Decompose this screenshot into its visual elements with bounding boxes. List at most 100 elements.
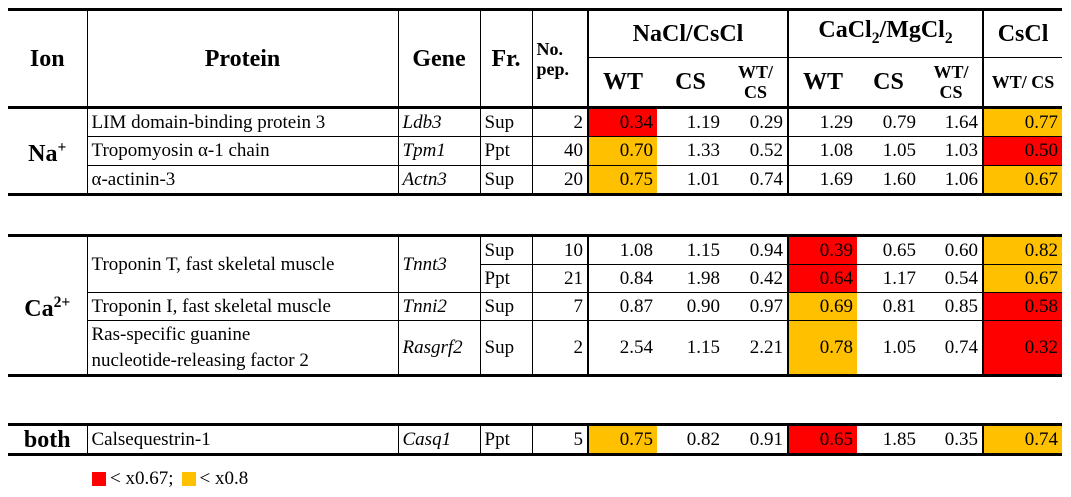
value-cell: 0.90 bbox=[657, 292, 724, 321]
col-header-gene: Gene bbox=[397, 8, 480, 108]
gene-name: Tnni2 bbox=[397, 292, 480, 321]
value-cell: 0.84 bbox=[587, 264, 657, 293]
fraction: Sup bbox=[479, 292, 532, 321]
value-cell: 1.29 bbox=[787, 107, 858, 137]
value-cell: 1.64 bbox=[944, 111, 979, 133]
fraction: Ppt bbox=[479, 423, 532, 456]
table-row: Tropomyosin α-1 chain Tpm1 Ppt 40 0.70 1… bbox=[8, 136, 1063, 166]
peptide-count: 10 bbox=[531, 234, 588, 265]
gene-name: Tpm1 bbox=[397, 136, 480, 166]
peptide-count: 5 bbox=[531, 423, 588, 456]
value-cell: 1.19 bbox=[686, 111, 720, 133]
protein-name: LIM domain-binding protein 3 bbox=[86, 107, 398, 137]
table-row: Ppt 21 0.84 1.98 0.42 0.64 1.17 0.54 0.6… bbox=[8, 264, 1062, 293]
value-cell: 1.98 bbox=[657, 264, 724, 293]
value-cell: 1.08 bbox=[787, 136, 858, 166]
col-header-cacl2-mgcl2: CaCl2/MgCl2 bbox=[787, 8, 984, 58]
value-cell: 0.67 bbox=[982, 264, 1062, 293]
value-cell: 0.74 bbox=[982, 423, 1062, 456]
value-cell: 0.87 bbox=[587, 292, 657, 321]
peptide-count: 21 bbox=[531, 264, 588, 293]
subheader-wt: WT bbox=[787, 57, 858, 109]
protein-name: Troponin T, fast skeletal muscle bbox=[86, 234, 398, 293]
value-cell: 1.05 bbox=[857, 136, 921, 166]
legend-orange-label: < x0.8 bbox=[199, 468, 249, 489]
value-cell: 0.50 bbox=[982, 136, 1063, 166]
value-cell: 0.65 bbox=[857, 234, 920, 265]
value-cell: 0.94 bbox=[724, 234, 788, 265]
value-cell: 1.33 bbox=[657, 136, 724, 166]
protein-name: α-actinin-3 bbox=[86, 165, 398, 196]
ion-both: both bbox=[8, 423, 87, 456]
ion-na: Na+ bbox=[8, 107, 87, 196]
value-cell: 0.77 bbox=[982, 107, 1063, 137]
value-cell: 1.15 bbox=[657, 234, 724, 265]
peptide-count: 2 bbox=[531, 107, 588, 137]
value-cell: 0.29 bbox=[749, 111, 784, 133]
value-cell: 0.67 bbox=[982, 165, 1063, 196]
value-cell: 0.70 bbox=[587, 136, 657, 166]
table-row: Ras-specific guanine nucleotide-releasing… bbox=[8, 320, 1062, 377]
col-header-protein: Protein bbox=[86, 8, 398, 108]
fraction: Ppt bbox=[479, 136, 532, 166]
value-cell: 2.21 bbox=[724, 320, 788, 377]
fraction: Ppt bbox=[479, 264, 532, 293]
value-cell: 1.05 bbox=[857, 320, 920, 377]
value-cell: 1.06 bbox=[920, 165, 984, 196]
value-cell: 0.39 bbox=[787, 234, 857, 265]
protein-name: Calsequestrin-1 bbox=[86, 423, 398, 456]
value-cell: 0.60 bbox=[920, 234, 983, 265]
peptide-count: 20 bbox=[531, 165, 588, 196]
value-cell: 1.17 bbox=[857, 264, 920, 293]
value-cell: 1.08 bbox=[587, 234, 657, 265]
gene-name: Actn3 bbox=[397, 165, 480, 196]
col-header-nopep: No. pep. bbox=[531, 8, 588, 108]
value-cell: 1.15 bbox=[657, 320, 724, 377]
table-row: Ca2+ Troponin T, fast skeletal muscle Tn… bbox=[8, 234, 1062, 377]
legend: < x0.67; < x0.8 bbox=[92, 468, 248, 490]
value-cell: 0.54 bbox=[920, 264, 983, 293]
value-cell: 0.97 bbox=[724, 292, 788, 321]
gene-name: Ldb3 bbox=[397, 107, 480, 137]
value-cell: 0.58 bbox=[982, 292, 1062, 321]
subheader-cs: CS bbox=[657, 57, 724, 109]
table-row: α-actinin-3 Actn3 Sup 20 0.75 1.01 0.74 … bbox=[8, 165, 1063, 196]
gene-name: Casq1 bbox=[397, 423, 480, 456]
fraction: Sup bbox=[479, 234, 532, 265]
value-cell: 0.74 bbox=[920, 320, 983, 377]
legend-red-swatch bbox=[92, 472, 106, 486]
protein-name: Ras-specific guanine nucleotide-releasing… bbox=[86, 320, 398, 377]
value-cell: 0.82 bbox=[982, 234, 1062, 265]
table-row: both Calsequestrin-1 Casq1 Ppt 5 0.75 0.… bbox=[8, 423, 1062, 456]
value-cell: 0.35 bbox=[920, 423, 983, 456]
subheader-cs: CS bbox=[857, 57, 921, 109]
col-header-ion: Ion bbox=[8, 8, 87, 108]
value-cell: 0.69 bbox=[787, 292, 857, 321]
fraction: Sup bbox=[479, 107, 532, 137]
table-row: Na+ LIM domain-binding protein 3 Ldb3 Su… bbox=[8, 107, 1063, 196]
protein-name: Tropomyosin α-1 chain bbox=[86, 136, 398, 166]
value-cell: 0.75 bbox=[587, 165, 657, 196]
ion-ca: Ca2+ bbox=[8, 234, 87, 377]
protein-name: Troponin I, fast skeletal muscle bbox=[86, 292, 398, 321]
value-cell: 1.01 bbox=[657, 165, 724, 196]
peptide-count: 40 bbox=[531, 136, 588, 166]
value-cell: 0.82 bbox=[657, 423, 724, 456]
legend-orange-swatch bbox=[181, 472, 196, 486]
value-cell: 0.81 bbox=[857, 292, 920, 321]
table-na: Ion Protein Gene Fr. No. pep. NaCl/CsCl … bbox=[8, 8, 1063, 196]
table-row: Troponin I, fast skeletal muscle Tnni2 S… bbox=[8, 292, 1062, 321]
peptide-count: 2 bbox=[531, 320, 588, 377]
value-cell: 1.69 bbox=[787, 165, 858, 196]
value-cell: 0.75 bbox=[587, 423, 657, 456]
value-cell: 0.64 bbox=[787, 264, 857, 293]
value-cell: 2.54 bbox=[587, 320, 657, 377]
value-cell: 0.52 bbox=[724, 136, 789, 166]
subheader-wtcs: WT/ CS bbox=[982, 57, 1063, 109]
value-cell: 0.42 bbox=[724, 264, 788, 293]
value-cell: 1.85 bbox=[857, 423, 920, 456]
value-cell: 0.32 bbox=[982, 320, 1062, 377]
table-both: both Calsequestrin-1 Casq1 Ppt 5 0.75 0.… bbox=[8, 423, 1062, 456]
fraction: Sup bbox=[479, 165, 532, 196]
subheader-wt: WT bbox=[587, 57, 657, 109]
